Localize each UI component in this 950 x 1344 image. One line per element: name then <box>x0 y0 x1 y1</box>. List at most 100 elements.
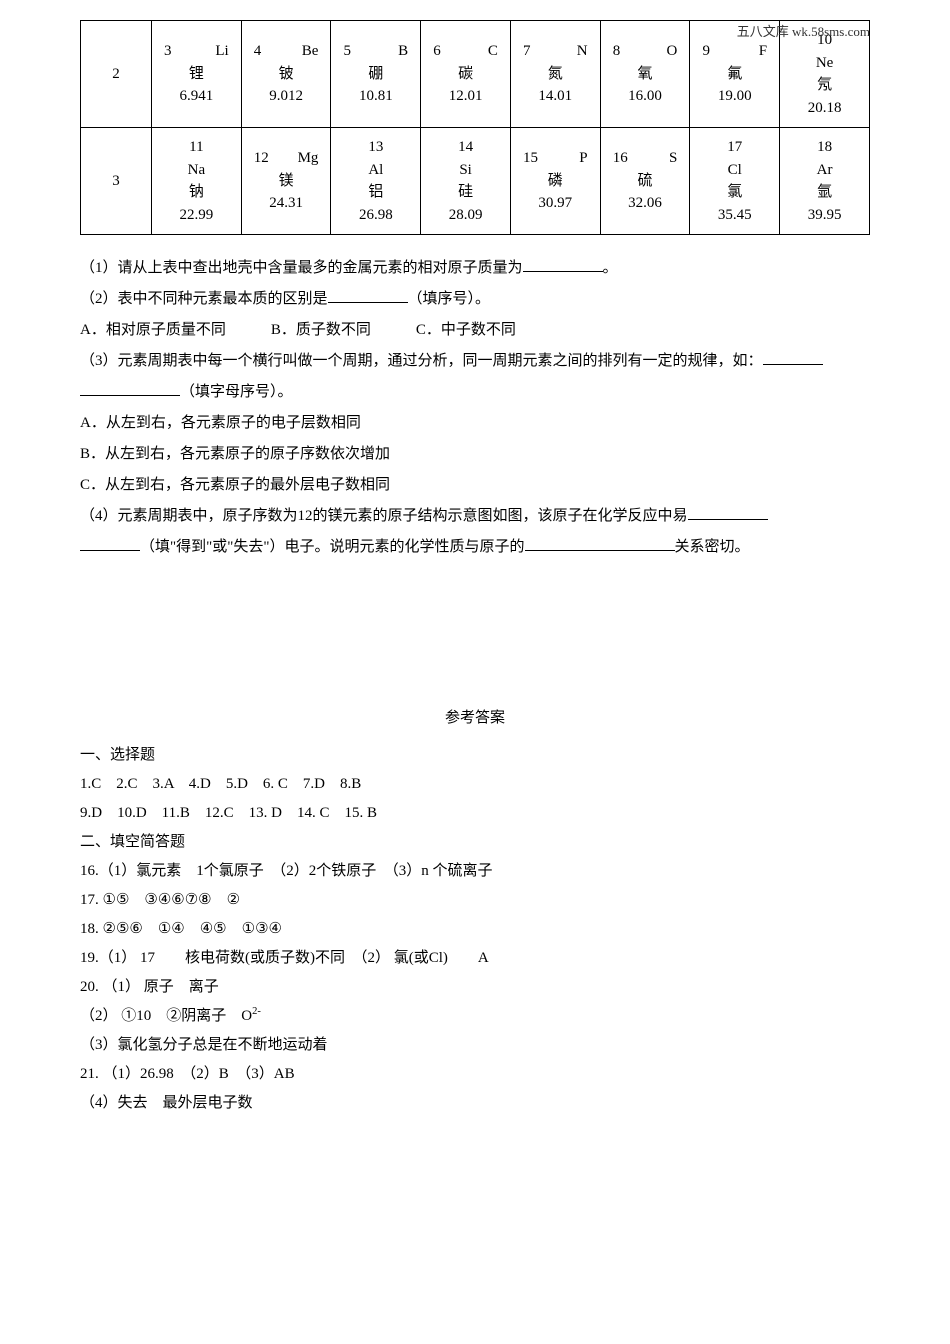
row-header-cell: 3 <box>81 128 152 235</box>
atomic-mass: 20.18 <box>808 97 842 120</box>
q3-opt-b: B．从左到右，各元素原子的原子序数依次增加 <box>80 441 870 468</box>
atomic-number: 17 <box>727 136 742 159</box>
blank-underline <box>688 505 768 520</box>
element-symbol: Cl <box>728 159 742 182</box>
element-cell: 14 Si 硅 28.09 <box>421 128 511 235</box>
element-name: 钠 <box>189 181 204 204</box>
atomic-number: 11 <box>189 136 203 159</box>
row-header-cell: 2 <box>81 21 152 128</box>
table-row: 3 11 Na 钠 22.99 12Mg 镁 24.31 13 Al 铝 26.… <box>81 128 870 235</box>
element-name: 锂 <box>189 63 204 86</box>
q2-prefix: （2）表中不同种元素最本质的区别是 <box>80 291 328 307</box>
element-name: 硅 <box>458 181 473 204</box>
atomic-number: 9 <box>702 40 710 63</box>
question-2-options: A．相对原子质量不同 B．质子数不同 C．中子数不同 <box>80 317 870 344</box>
element-cell: 13 Al 铝 26.98 <box>331 128 421 235</box>
atomic-mass: 9.012 <box>269 85 303 108</box>
atomic-number: 18 <box>817 136 832 159</box>
atomic-number: 6 <box>433 40 441 63</box>
q4-mid: （填"得到"或"失去"）电子。说明元素的化学性质与原子的 <box>140 539 525 555</box>
question-3: （3）元素周期表中每一个横行叫做一个周期，通过分析，同一周期元素之间的排列有一定… <box>80 348 870 375</box>
element-cell: 6C 碳 12.01 <box>421 21 511 128</box>
atomic-mass: 30.97 <box>538 192 572 215</box>
element-name: 氮 <box>548 63 563 86</box>
question-4-line2: （填"得到"或"失去"）电子。说明元素的化学性质与原子的 关系密切。 <box>80 534 870 561</box>
q2-opt-b: B．质子数不同 <box>271 322 371 338</box>
answer-title: 参考答案 <box>80 705 870 732</box>
blank-underline <box>328 288 408 303</box>
element-symbol: F <box>759 40 767 63</box>
element-symbol: Si <box>459 159 472 182</box>
element-symbol: C <box>488 40 498 63</box>
element-name: 氯 <box>727 181 742 204</box>
q4-suffix: 关系密切。 <box>675 539 750 555</box>
atomic-mass: 22.99 <box>179 204 213 227</box>
answer-line: 17. ①⑤ ③④⑥⑦⑧ ② <box>80 887 870 914</box>
element-symbol: Al <box>368 159 383 182</box>
element-cell: 11 Na 钠 22.99 <box>152 128 242 235</box>
element-symbol: N <box>577 40 588 63</box>
element-symbol: Na <box>188 159 206 182</box>
q2-suffix: （填序号）。 <box>408 291 491 307</box>
blank-underline <box>523 257 603 272</box>
element-symbol: B <box>398 40 408 63</box>
atomic-mass: 28.09 <box>449 204 483 227</box>
ans-20b-sup: 2- <box>252 1006 261 1017</box>
blank-underline <box>80 381 180 396</box>
element-name: 硫 <box>638 170 653 193</box>
answer-line: 19.（1） 17 核电荷数(或质子数)不同 （2） 氯(或Cl) A <box>80 945 870 972</box>
atomic-mass: 12.01 <box>449 85 483 108</box>
atomic-number: 13 <box>368 136 383 159</box>
element-name: 铍 <box>279 63 294 86</box>
atomic-mass: 14.01 <box>538 85 572 108</box>
element-cell: 3 Li 锂 6.941 <box>152 21 242 128</box>
element-name: 氩 <box>817 181 832 204</box>
element-symbol: Li <box>215 40 228 63</box>
q3-opt-a: A．从左到右，各元素原子的电子层数相同 <box>80 410 870 437</box>
spacer <box>80 565 870 665</box>
atomic-mass: 26.98 <box>359 204 393 227</box>
atomic-mass: 35.45 <box>718 204 752 227</box>
atomic-number: 4 <box>254 40 262 63</box>
question-2: （2）表中不同种元素最本质的区别是 （填序号）。 <box>80 286 870 313</box>
element-symbol: P <box>579 147 587 170</box>
blank-underline <box>525 536 675 551</box>
answer-line: 1.C 2.C 3.A 4.D 5.D 6. C 7.D 8.B <box>80 771 870 798</box>
element-cell: 15P 磷 30.97 <box>510 128 600 235</box>
element-symbol: O <box>667 40 678 63</box>
q2-opt-a: A．相对原子质量不同 <box>80 322 226 338</box>
answer-line: 18. ②⑤⑥ ①④ ④⑤ ①③④ <box>80 916 870 943</box>
atomic-number: 12 <box>254 147 269 170</box>
atomic-mass: 39.95 <box>808 204 842 227</box>
atomic-number: 7 <box>523 40 531 63</box>
element-cell: 4 Be 铍 9.012 <box>241 21 331 128</box>
element-symbol: Mg <box>298 147 319 170</box>
element-name: 硼 <box>368 63 383 86</box>
answer-line: 20. （1） 原子 离子 <box>80 974 870 1001</box>
element-symbol: Be <box>302 40 319 63</box>
atomic-mass: 6.941 <box>179 85 213 108</box>
element-cell: 17 Cl 氯 35.45 <box>690 128 780 235</box>
atomic-mass: 24.31 <box>269 192 303 215</box>
question-3-line2: （填字母序号）。 <box>80 379 870 406</box>
element-name: 氟 <box>727 63 742 86</box>
element-symbol: S <box>669 147 677 170</box>
element-name: 铝 <box>368 181 383 204</box>
atomic-mass: 19.00 <box>718 85 752 108</box>
element-symbol: Ar <box>817 159 833 182</box>
answer-line: 16.（1）氯元素 1个氯原子 （2）2个铁原子 （3）n 个硫离子 <box>80 858 870 885</box>
atomic-number: 15 <box>523 147 538 170</box>
answer-line: （2） ①10 ②阴离子 O2- <box>80 1003 870 1030</box>
answer-line: （4）失去 最外层电子数 <box>80 1090 870 1117</box>
element-name: 氖 <box>817 74 832 97</box>
atomic-number: 3 <box>164 40 172 63</box>
question-1: （1）请从上表中查出地壳中含量最多的金属元素的相对原子质量为。 <box>80 255 870 282</box>
answer-section-2: 二、填空简答题 <box>80 829 870 856</box>
element-cell: 16S 硫 32.06 <box>600 128 690 235</box>
answer-line: （3）氯化氢分子总是在不断地运动着 <box>80 1032 870 1059</box>
q3-line2-suffix: （填字母序号）。 <box>180 384 293 400</box>
atomic-mass: 10.81 <box>359 85 393 108</box>
atomic-number: 16 <box>613 147 628 170</box>
element-cell: 12Mg 镁 24.31 <box>241 128 331 235</box>
q4-prefix: （4）元素周期表中，原子序数为12的镁元素的原子结构示意图如图，该原子在化学反应… <box>80 508 688 524</box>
